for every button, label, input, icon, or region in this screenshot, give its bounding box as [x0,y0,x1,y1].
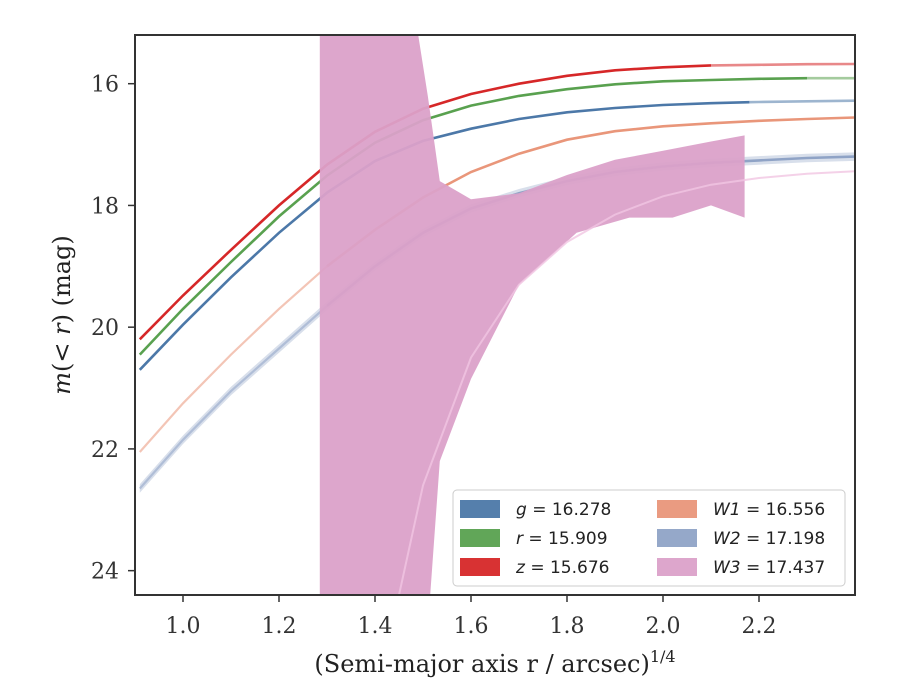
x-tick-label: 1.2 [262,614,297,639]
legend-label-g: g = 16.278 [516,500,611,520]
series-w2-extrapolation [138,305,328,490]
series-g-extrapolation [749,99,855,104]
y-tick-label: 20 [91,316,119,341]
x-axis: 1.0 1.2 1.4 1.6 1.8 2.0 2.2 [166,595,777,639]
series-w1-extrapolation [138,265,328,453]
x-tick-label: 2.2 [742,614,777,639]
legend-entry-w1: W1 = 16.556 [657,500,825,520]
series-g-line [138,100,750,371]
series-w3-band [319,35,745,595]
x-tick-label: 2.0 [646,614,681,639]
legend-swatch-r [460,529,500,547]
x-tick-label: 1.6 [454,614,489,639]
legend-swatch-g [460,500,500,518]
legend-label-w2: W2 = 17.198 [713,529,825,549]
legend-box [452,489,846,587]
legend-label-z: z = 15.676 [515,558,609,578]
plot-frame [134,34,856,596]
x-axis-label-text: (Semi-major axis r / arcsec) [314,650,649,678]
legend-label-w1: W1 = 16.556 [713,500,825,520]
series-z-extrapolation [710,62,855,67]
x-tick-label: 1.0 [166,614,201,639]
x-tick-label: 1.8 [550,614,585,639]
series-w3-line [398,170,855,595]
x-axis-label-superscript: 1/4 [650,647,676,666]
legend-entry-w2: W2 = 17.198 [657,529,825,549]
series-r-line [138,76,808,356]
x-tick-label: 1.4 [358,614,393,639]
y-tick-label: 16 [91,73,119,98]
legend-swatch-w3 [657,558,697,576]
y-axis-label: m(< r) (mag) [48,235,76,395]
legend-entry-w3: W3 = 17.437 [657,558,825,578]
legend-swatch-z [460,558,500,576]
y-tick-label: 18 [91,194,119,219]
x-axis-label: (Semi-major axis r / arcsec)1/4 [314,647,675,678]
legend-entry-r: r = 15.909 [460,529,608,549]
plot-area [138,35,855,595]
legend-swatch-w1 [657,500,697,518]
legend-entry-z: z = 15.676 [460,558,609,578]
legend-label-r: r = 15.909 [516,529,608,549]
legend-entry-g: g = 16.278 [460,500,611,520]
y-tick-label: 24 [91,560,119,585]
legend: g = 16.278 r = 15.909 z = 15.676 W1 = 16.55… [452,489,846,587]
y-axis: 16 18 20 22 24 [91,73,135,585]
legend-swatch-w2 [657,529,697,547]
legend-label-w3: W3 = 17.437 [713,558,825,578]
y-tick-label: 22 [91,438,119,463]
